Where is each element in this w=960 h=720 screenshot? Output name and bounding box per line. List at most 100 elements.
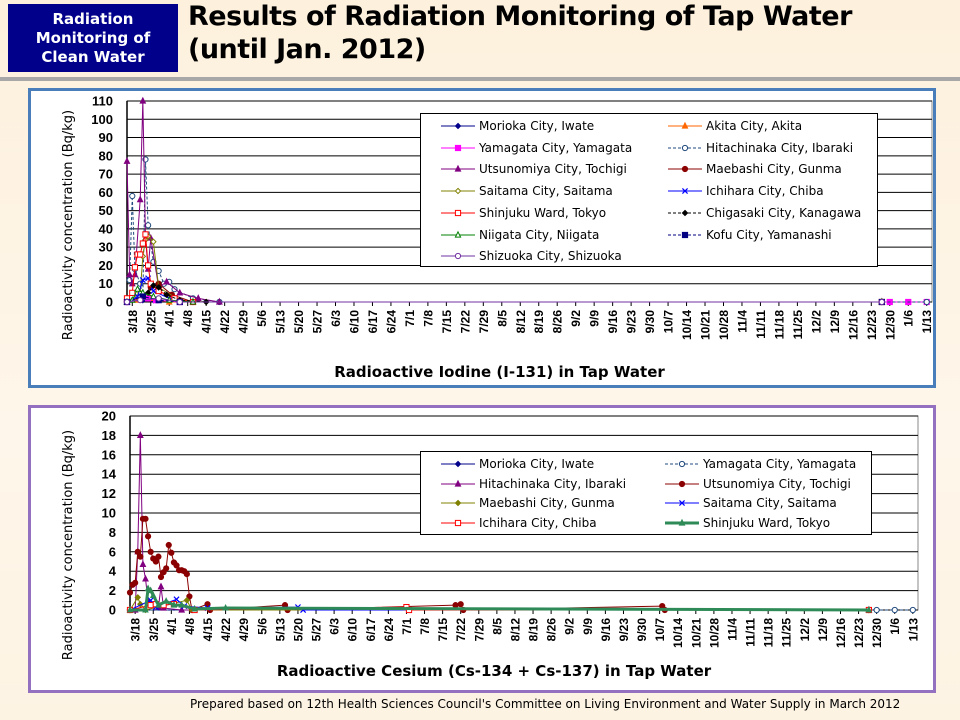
y-axis-title: Radioactivity concentration (Bq/kg) [61,430,76,660]
data-point-marker [139,277,146,284]
data-point-marker [137,553,144,560]
legend-item: Chigasaki City, Kanagawa [668,203,861,223]
data-point-marker [878,298,885,306]
x-tick-label: 7/15 [436,618,450,642]
legend-item: Shinjuku Ward, Tokyo [441,203,606,223]
x-tick-label: 1/13 [920,310,934,334]
x-tick-label: 8/19 [527,618,541,642]
x-tick-label: 11/4 [735,310,749,333]
data-point-marker [681,231,689,238]
x-tick-label: 9/16 [599,618,613,642]
legend-label: Shinjuku Ward, Tokyo [703,515,831,530]
data-point-marker [147,586,154,594]
data-point-marker [194,294,202,301]
data-point-marker [678,518,686,526]
data-point-marker [454,460,462,468]
y-tick-label: 18 [102,428,116,443]
data-point-marker [165,541,172,549]
x-tick-label: 3/25 [144,310,158,334]
legend-item: Yamagata City, Yamagata [665,454,856,474]
legend-label: Saitama City, Saitama [479,184,613,199]
data-point-marker [147,548,154,555]
data-point-marker [163,291,170,298]
y-tick-label: 110 [92,94,113,109]
data-point-marker [129,289,136,296]
x-tick-label: 4/15 [200,310,214,334]
badge-line: Radiation [52,9,134,28]
y-tick-label: 80 [99,148,113,163]
y-tick-label: 90 [99,130,113,145]
legend-label: Ichihara City, Chiba [706,184,824,199]
x-axis-title: Radioactive Cesium (Cs-134 + Cs-137) in … [277,662,712,680]
data-point-marker [191,604,198,612]
data-point-marker [204,601,211,608]
x-tick-label: 1/6 [902,310,916,327]
x-tick-label: 7/22 [458,310,472,334]
x-tick-label: 7/1 [403,310,417,327]
legend-swatch-icon [441,499,475,507]
legend-item: Morioka City, Iwate [441,454,594,474]
data-point-marker [157,573,165,581]
data-point-marker [454,253,462,260]
data-point-marker [186,593,193,600]
x-tick-label: 12/30 [883,310,897,340]
data-point-marker [678,499,686,507]
legend-item: Hitachinaka City, Ibaraki [441,474,626,494]
x-tick-label: 8/12 [508,618,522,642]
data-point-marker [142,605,149,613]
x-tick-label: 7/22 [454,618,468,642]
data-point-marker [454,499,462,507]
legend-label: Shinjuku Ward, Tokyo [479,205,607,220]
data-point-marker [137,600,144,608]
x-tick-label: 12/23 [852,618,866,648]
legend-swatch-icon [668,231,702,238]
x-tick-label: 1/6 [888,618,902,635]
data-point-marker [147,602,154,609]
data-point-marker [147,597,154,604]
legend-label: Morioka City, Iwate [479,457,595,471]
series-shizuoka-city-shizuoka [123,295,885,306]
data-point-marker [145,222,152,229]
x-tick-label: 12/23 [865,310,879,340]
x-tick-label: 1/13 [906,618,920,642]
data-point-marker [134,284,141,292]
x-tick-label: 6/17 [366,310,380,334]
legend-swatch-icon [668,209,702,217]
y-tick-label: 100 [91,112,113,127]
data-point-marker [155,601,162,608]
x-tick-label: 5/27 [310,618,324,642]
legend-label: Morioka City, Iwate [479,119,595,133]
legend-swatch-icon [441,165,475,172]
x-tick-label: 8/19 [532,310,546,334]
x-tick-label: 8/5 [490,618,504,635]
data-point-marker [126,589,134,596]
series-line [130,585,869,612]
x-tick-label: 9/23 [617,618,631,642]
y-tick-label: 2 [109,583,116,598]
x-tick-label: 4/22 [218,310,232,334]
data-point-marker [173,596,180,603]
badge-line: Clean Water [41,47,145,66]
legend-swatch-icon [668,188,702,195]
data-point-marker [126,270,134,278]
cesium-chart: 0 2 4 6 8 10 12 14 16 18 20 3/18 3/25 4/1 4/8 4/15 4/22 4… [61,409,920,681]
y-tick-label: 10 [99,276,113,291]
legend-swatch-icon [441,253,475,260]
data-point-marker [134,594,142,601]
x-tick-label: 4/8 [181,310,195,327]
x-tick-label: 12/2 [809,310,823,334]
source-note: Prepared based on 12th Health Sciences C… [190,697,901,711]
data-point-marker [163,565,170,572]
x-tick-label: 12/9 [828,310,842,334]
legend-label: Maebashi City, Gunma [479,496,615,510]
data-point-marker [163,277,170,285]
data-point-marker [145,262,152,269]
title-line: (until Jan. 2012) [188,34,426,65]
x-tick-label: 3/18 [126,310,140,334]
data-point-marker [454,187,462,195]
y-tick-label: 40 [99,221,113,236]
data-point-marker [131,264,139,271]
data-point-marker [145,295,152,302]
legend-item: Ichihara City, Chiba [668,181,824,201]
